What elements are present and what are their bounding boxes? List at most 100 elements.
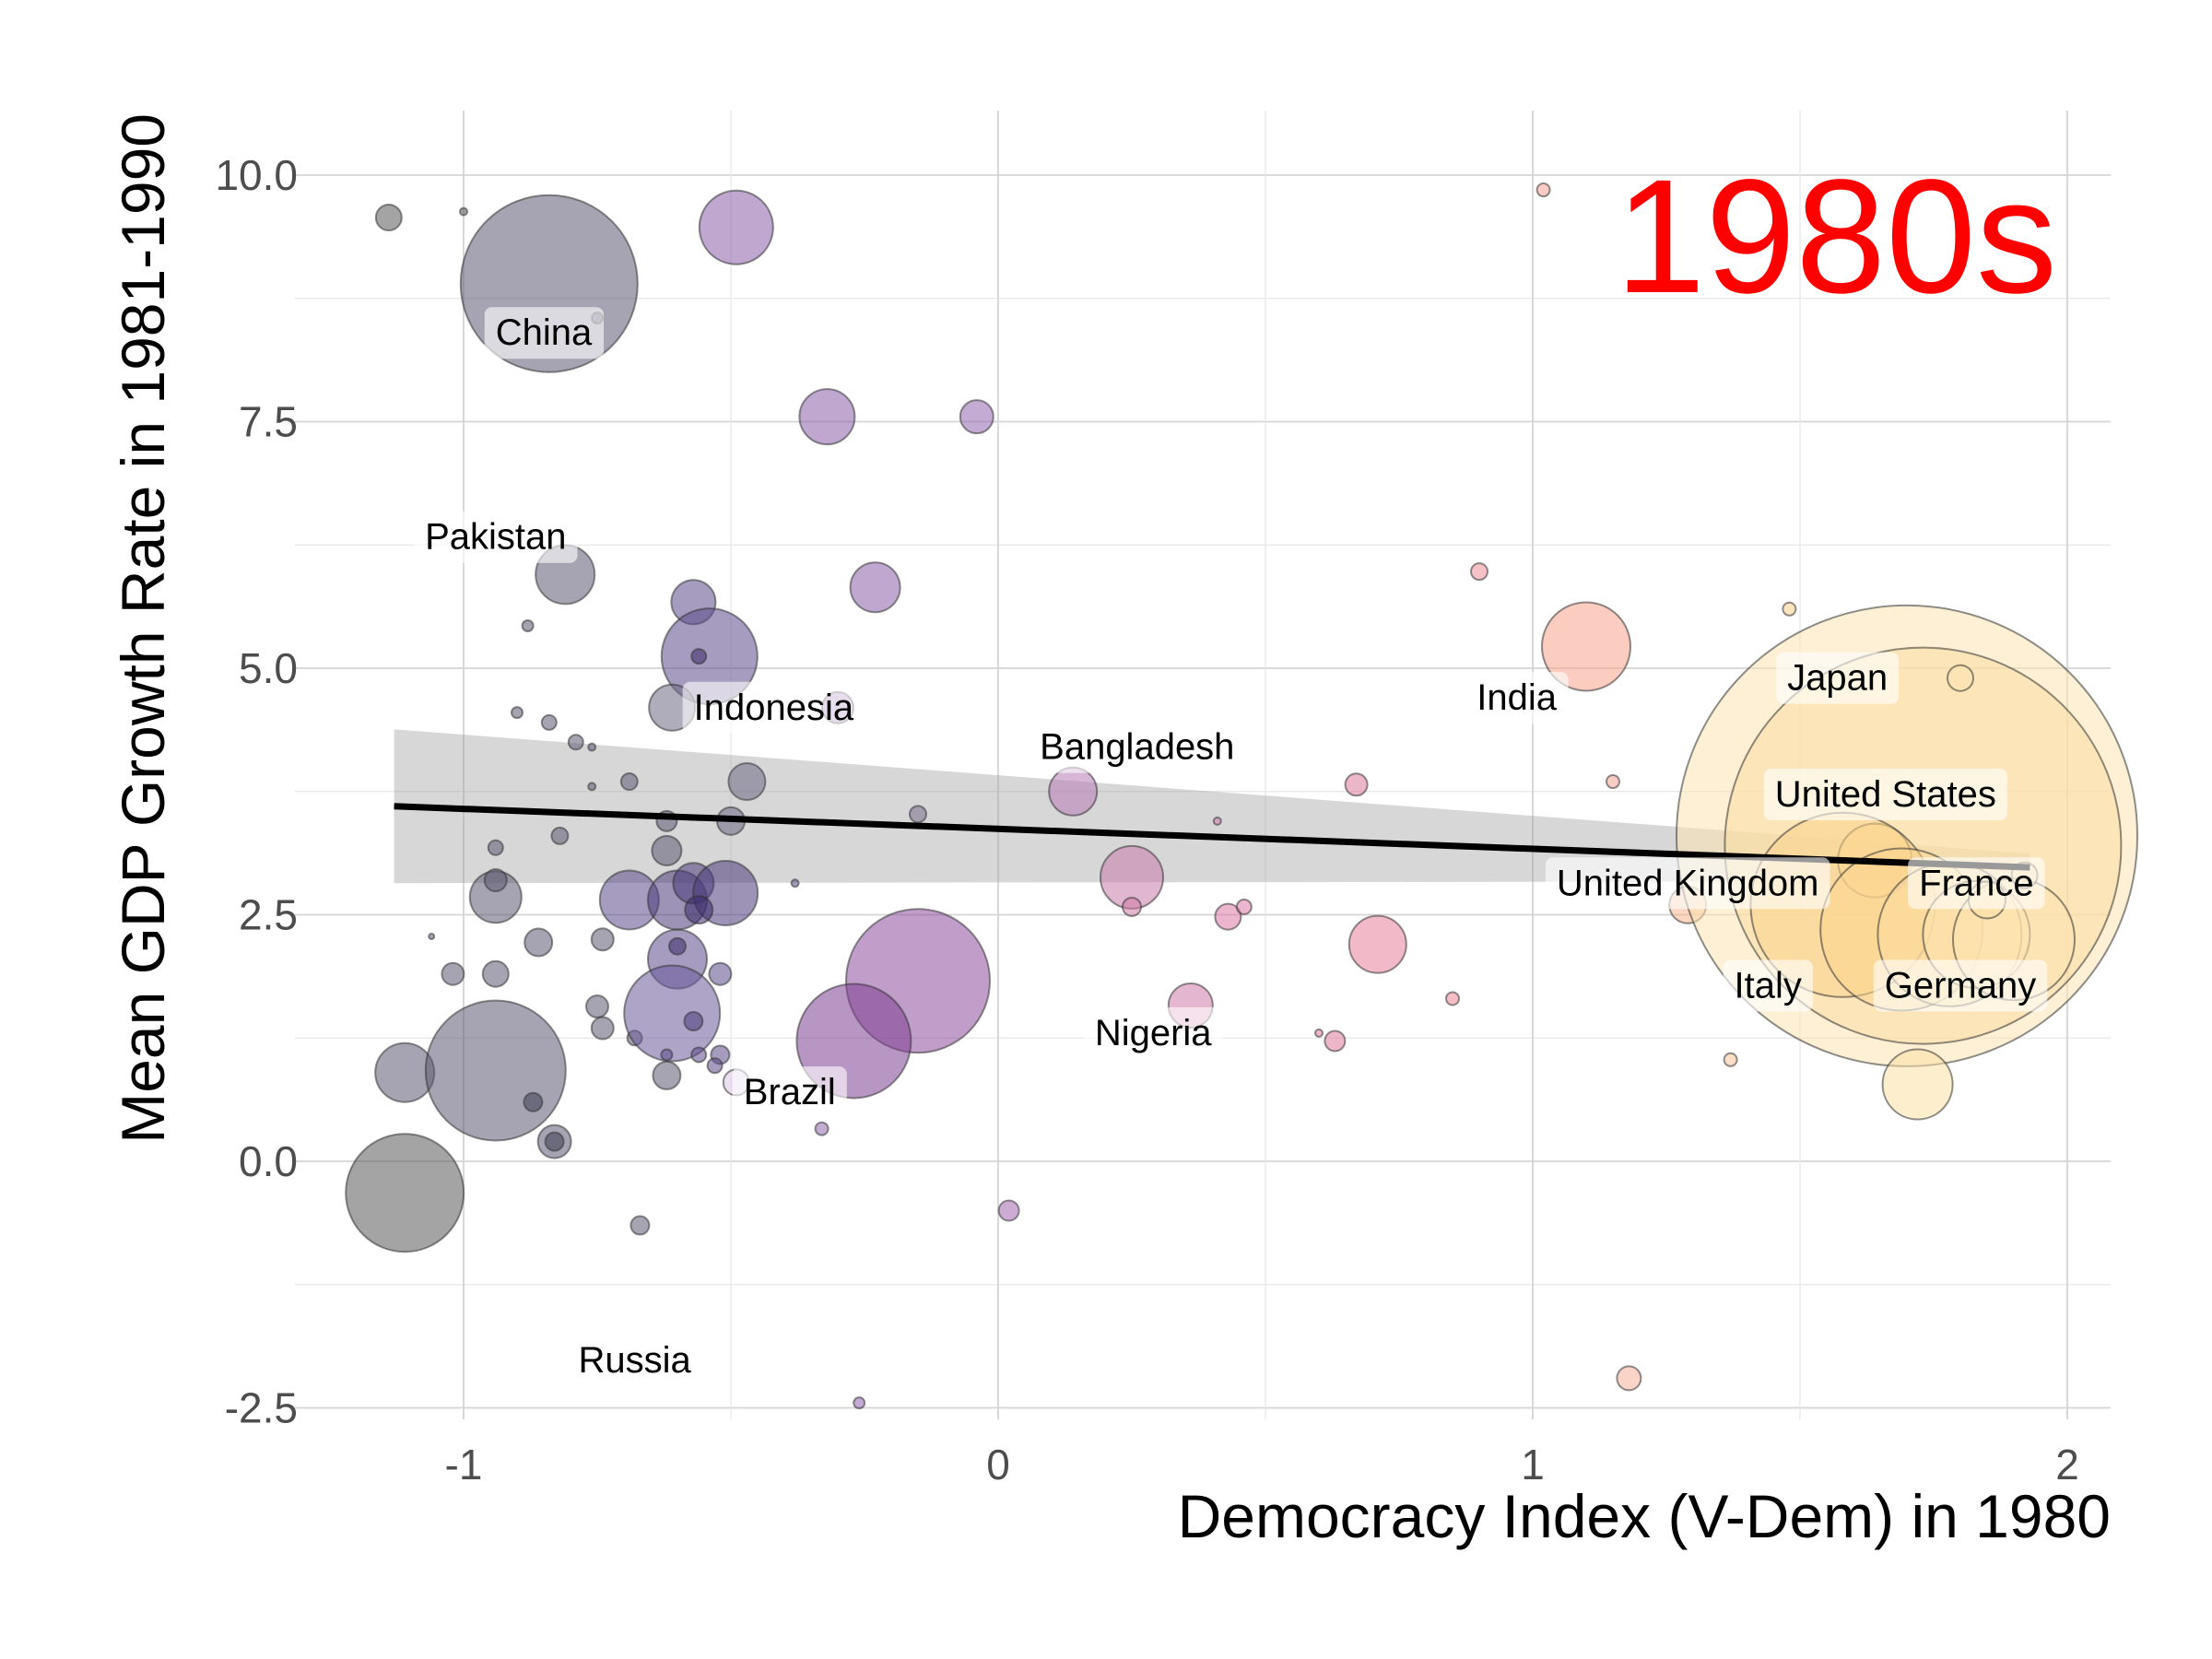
label-background bbox=[1545, 857, 1830, 910]
data-point bbox=[550, 826, 570, 845]
country-label-group: India bbox=[1465, 672, 1569, 724]
data-point bbox=[1235, 898, 1253, 915]
y-tick-label: 2.5 bbox=[239, 891, 298, 939]
y-tick-label: -2.5 bbox=[225, 1384, 298, 1432]
label-background bbox=[1908, 857, 2045, 910]
data-point bbox=[521, 618, 535, 632]
data-point bbox=[1122, 896, 1142, 917]
data-point bbox=[1782, 601, 1797, 617]
decade-annotation: 1980s bbox=[1615, 147, 2057, 327]
data-point bbox=[374, 204, 403, 232]
data-point bbox=[590, 1016, 615, 1041]
country-label: France bbox=[1919, 863, 2034, 903]
y-tick-label: 0.0 bbox=[239, 1137, 298, 1185]
country-label: Nigeria bbox=[1095, 1013, 1212, 1053]
data-point bbox=[1048, 766, 1099, 817]
country-label-group: Pakistan bbox=[414, 511, 578, 563]
country-label-group: Japan bbox=[1776, 652, 1900, 704]
data-point bbox=[428, 933, 436, 941]
y-tick-label: 10.0 bbox=[215, 151, 298, 199]
country-label: India bbox=[1477, 677, 1557, 718]
data-point bbox=[587, 782, 597, 792]
data-point bbox=[668, 936, 687, 956]
country-label-group: Nigeria bbox=[1083, 1006, 1224, 1059]
label-background bbox=[1776, 652, 1900, 704]
country-label: Italy bbox=[1735, 966, 1802, 1006]
data-point bbox=[1314, 1028, 1324, 1038]
data-point bbox=[1606, 774, 1620, 790]
data-point bbox=[660, 1048, 674, 1062]
country-labels: China Pakistan Indonesia Bangladesh Brazil Ru… bbox=[414, 307, 2048, 1387]
label-background bbox=[1763, 768, 2007, 820]
country-label: Indonesia bbox=[694, 688, 854, 728]
x-tick-label: 1 bbox=[1521, 1441, 1545, 1488]
country-label: Japan bbox=[1787, 658, 1888, 699]
data-point bbox=[790, 878, 800, 888]
country-label-group: Brazil bbox=[732, 1066, 847, 1119]
data-point bbox=[459, 206, 468, 217]
data-point bbox=[698, 189, 774, 265]
country-label: Brazil bbox=[744, 1072, 836, 1112]
x-tick-label: 0 bbox=[986, 1441, 1010, 1488]
data-point bbox=[1535, 182, 1551, 198]
label-background bbox=[1723, 959, 1813, 1012]
data-point bbox=[1347, 914, 1407, 974]
data-point bbox=[587, 742, 597, 752]
data-point bbox=[683, 1011, 704, 1032]
data-point bbox=[1616, 1365, 1642, 1392]
country-label-group: Germany bbox=[1873, 959, 2048, 1012]
data-point bbox=[1947, 664, 1974, 692]
confidence-band bbox=[394, 729, 2030, 884]
data-point bbox=[441, 961, 465, 986]
y-axis-title: Mean GDP Growth Rate in 1981-1990 bbox=[109, 113, 177, 1144]
country-label: United Kingdom bbox=[1557, 863, 1819, 903]
label-background bbox=[732, 1066, 847, 1119]
country-label-group: Italy bbox=[1723, 959, 1813, 1012]
data-point bbox=[1344, 772, 1369, 797]
data-point bbox=[619, 772, 639, 792]
x-axis-title: Democracy Index (V-Dem) in 1980 bbox=[1178, 1482, 2111, 1550]
trend-line-path bbox=[394, 803, 2030, 871]
data-point bbox=[523, 1091, 544, 1112]
country-label-group: United Kingdom bbox=[1545, 857, 1830, 910]
data-point bbox=[590, 927, 615, 952]
data-point bbox=[690, 648, 708, 665]
data-point bbox=[1723, 1052, 1738, 1067]
data-point bbox=[1881, 1048, 1954, 1121]
data-point bbox=[1445, 991, 1460, 1006]
data-point bbox=[487, 839, 504, 856]
country-label: United States bbox=[1775, 774, 1996, 815]
data-point bbox=[424, 999, 567, 1142]
data-point bbox=[1212, 816, 1222, 826]
label-background bbox=[414, 511, 578, 563]
label-background bbox=[1029, 721, 1246, 773]
data-point bbox=[706, 1057, 724, 1075]
data-point bbox=[652, 1060, 682, 1090]
country-label: Russia bbox=[578, 1340, 691, 1381]
country-label-group: Russia bbox=[567, 1335, 703, 1387]
data-point bbox=[585, 994, 609, 1019]
y-tick-label: 5.0 bbox=[239, 644, 298, 692]
trend-line bbox=[394, 803, 2030, 871]
country-label-group: Bangladesh bbox=[1029, 721, 1246, 773]
data-point bbox=[1470, 562, 1488, 582]
label-background bbox=[1873, 959, 2048, 1012]
y-tick-label: 7.5 bbox=[239, 398, 298, 446]
x-tick-label: 2 bbox=[2055, 1441, 2079, 1488]
axis-ticks: -2.5 0.0 2.5 5.0 7.5 10.0 -1 0 1 2 bbox=[215, 151, 2078, 1488]
data-point bbox=[1541, 601, 1631, 692]
data-point bbox=[708, 961, 733, 986]
country-label: Bangladesh bbox=[1040, 727, 1234, 768]
data-point bbox=[567, 734, 584, 751]
data-point bbox=[727, 762, 767, 802]
data-point bbox=[909, 805, 927, 824]
data-point bbox=[798, 388, 856, 446]
label-background bbox=[1083, 1006, 1224, 1059]
data-point bbox=[481, 959, 510, 988]
label-background bbox=[1465, 672, 1569, 724]
country-label-group: France bbox=[1908, 857, 2045, 910]
confidence-band-area bbox=[394, 729, 2030, 884]
country-label-group: Indonesia bbox=[682, 681, 865, 734]
country-label: China bbox=[496, 312, 593, 353]
data-point bbox=[623, 964, 722, 1063]
